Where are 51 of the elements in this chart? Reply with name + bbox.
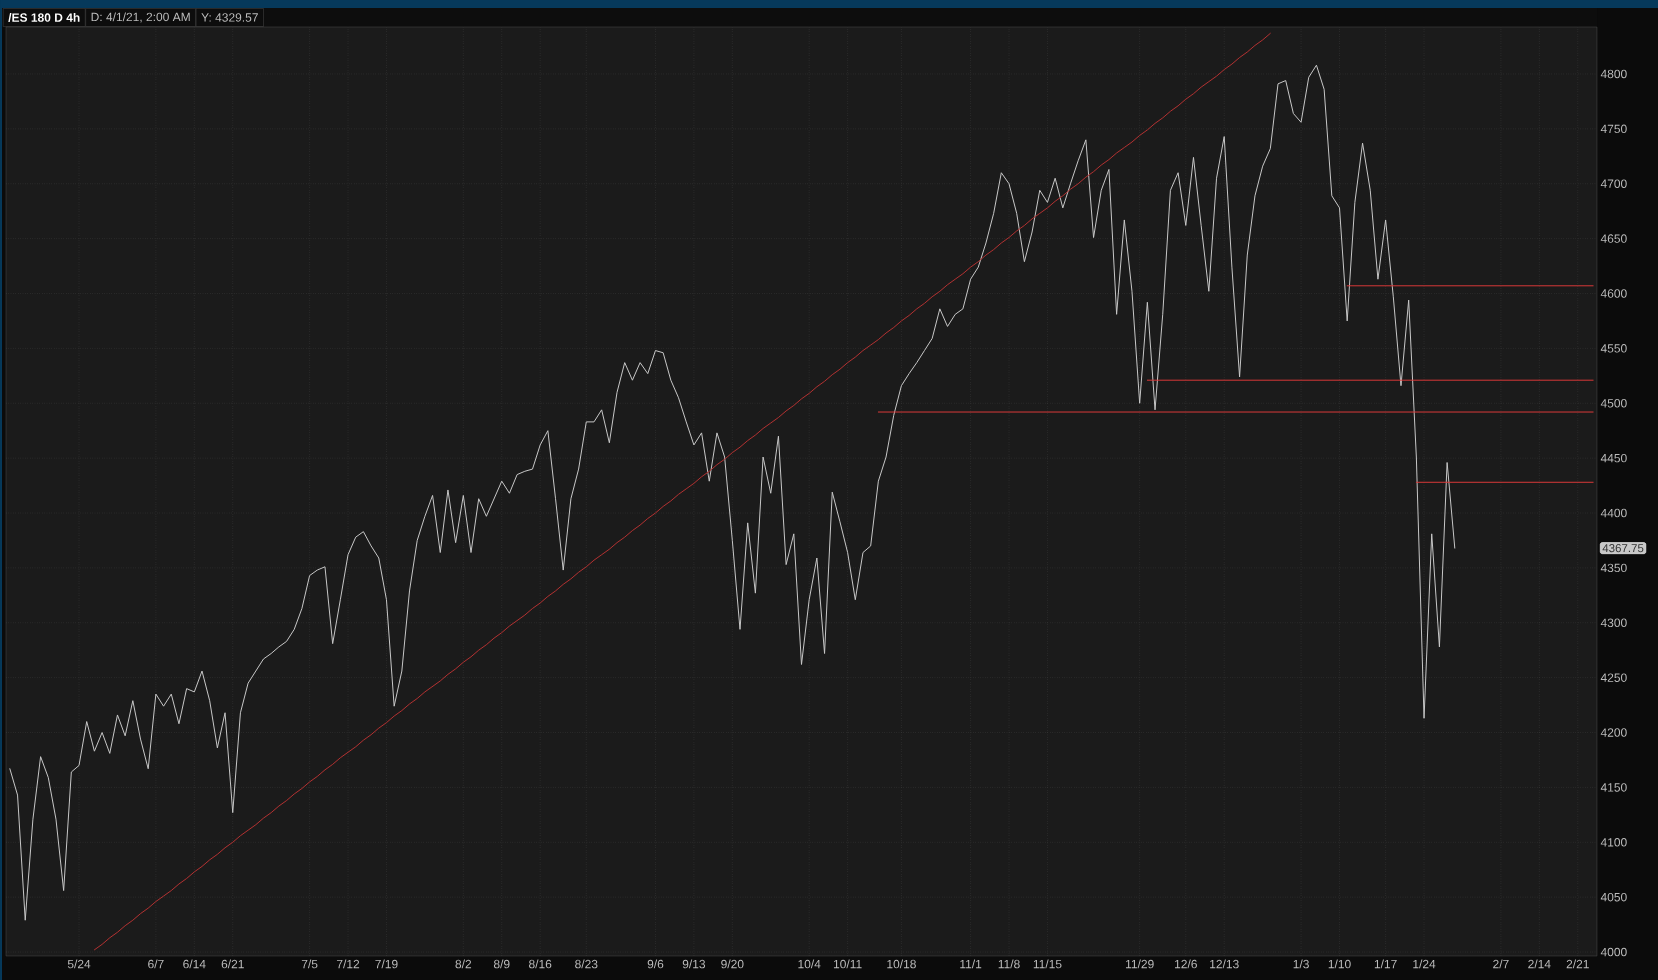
y-tick-label: 4300 [1600, 618, 1627, 627]
text: 4367.75 [1602, 544, 1644, 553]
y-tick-label: 4600 [1600, 289, 1627, 298]
chart-title: /ES 180 D 4h [8, 13, 80, 22]
x-tick-label: 6/21 [221, 959, 244, 969]
text: Y: 4329.57 [201, 13, 258, 22]
y-tick-label: 4100 [1600, 838, 1627, 847]
x-tick-label: 9/6 [647, 959, 664, 969]
y-tick-label: 4450 [1600, 453, 1627, 463]
x-tick-label: 8/9 [493, 959, 510, 969]
y-tick-label: 4250 [1600, 673, 1627, 682]
x-tick-label: 7/12 [336, 959, 360, 969]
x-tick-label: 2/21 [1566, 959, 1589, 969]
x-tick-label: 1/3 [1293, 959, 1309, 969]
x-tick-label: 9/20 [721, 959, 744, 969]
x-tick-label: 1/24 [1413, 959, 1436, 969]
y-tick-label: 4350 [1600, 563, 1627, 573]
y-tick-label: 4400 [1600, 508, 1627, 518]
y-tick-label: 4050 [1600, 892, 1627, 902]
text: D: 4/1/21, 2:00 AM [91, 12, 190, 23]
x-tick-label: 10/11 [833, 959, 862, 969]
y-tick-label: 4550 [1600, 344, 1627, 353]
x-tick-label: 8/2 [455, 959, 472, 969]
x-tick-label: 2/14 [1528, 959, 1551, 969]
x-tick-label: 11/29 [1126, 959, 1154, 969]
x-tick-label: 5/24 [67, 959, 91, 969]
x-tick-label: 2/7 [1493, 959, 1509, 969]
y-tick-label: 4500 [1600, 399, 1627, 408]
y-tick-label: 4800 [1600, 69, 1627, 79]
x-tick-label: 7/5 [301, 959, 318, 969]
x-tick-label: 12/13 [1210, 959, 1239, 969]
x-tick-label: 7/19 [375, 959, 398, 969]
x-tick-label: 12/6 [1175, 959, 1197, 969]
x-tick-label: 8/23 [575, 959, 598, 969]
x-tick-label: 6/14 [183, 959, 206, 969]
y-tick-label: 4200 [1600, 728, 1627, 737]
x-tick-label: 1/17 [1374, 959, 1397, 969]
y-tick-label: 4750 [1600, 124, 1627, 134]
y-tick-label: 4650 [1600, 234, 1627, 243]
y-tick-label: 4700 [1600, 179, 1627, 188]
x-tick-label: 11/15 [1033, 959, 1062, 969]
x-tick-label: 9/13 [682, 959, 706, 969]
x-tick-label: 11/1 [960, 959, 982, 969]
x-tick-label: 10/18 [887, 959, 916, 969]
x-tick-label: 6/7 [148, 959, 164, 969]
y-tick-label: 4000 [1600, 947, 1627, 957]
x-tick-label: 10/4 [798, 959, 821, 969]
x-tick-label: 8/16 [529, 959, 552, 969]
x-tick-label: 11/8 [998, 959, 1020, 969]
x-tick-label: 1/10 [1328, 959, 1351, 969]
y-tick-label: 4150 [1600, 783, 1627, 792]
